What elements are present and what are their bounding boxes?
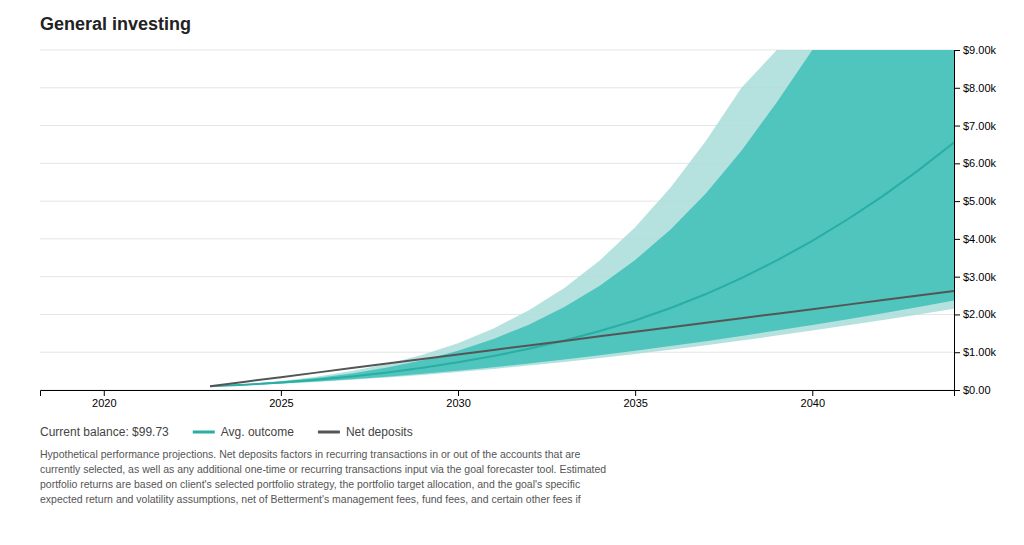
y-tick-label: $7.00k (963, 120, 997, 132)
grid (40, 50, 954, 390)
x-tick-label: 2035 (623, 397, 647, 409)
y-tick-mark (954, 239, 960, 240)
annotation: portfolio returns are based on client's … (40, 478, 580, 490)
y-tick: $9.00k (954, 44, 997, 56)
x-tick-mark (281, 390, 282, 396)
x-tick: 2030 (446, 390, 470, 409)
y-tick-label: $5.00k (963, 195, 997, 207)
y-tick-mark (954, 390, 960, 391)
y-tick-label: $8.00k (963, 82, 997, 94)
y-tick: $0.00 (954, 384, 991, 396)
legend-label: Net deposits (346, 425, 413, 439)
annotation: Current balance: $99.73 (40, 425, 169, 439)
y-tick: $4.00k (954, 233, 997, 245)
y-tick-mark (954, 88, 960, 89)
x-tick: 2035 (623, 390, 647, 409)
line (210, 291, 954, 386)
y-tick-label: $1.00k (963, 346, 997, 358)
y-tick-mark (954, 277, 960, 278)
y-tick-mark (954, 352, 960, 353)
marks (210, 50, 954, 386)
x-axis: 2020 2025 2030 2035 2040 (41, 390, 955, 409)
legend-swatch (193, 431, 215, 434)
y-tick: $6.00k (954, 157, 997, 169)
y-tick-label: $4.00k (963, 233, 997, 245)
footnote: Hypothetical performance projections. Ne… (40, 448, 606, 505)
y-tick: $3.00k (954, 271, 997, 283)
x-tick-label: 2030 (446, 397, 470, 409)
legend-item: Avg. outcome (193, 425, 294, 439)
legend-swatch (318, 431, 340, 434)
legend-label: Avg. outcome (221, 425, 294, 439)
x-tick-mark (635, 390, 636, 396)
annotation: currently selected, as well as any addit… (40, 463, 606, 475)
line (210, 143, 954, 387)
y-tick-mark (954, 126, 960, 127)
y-tick: $1.00k (954, 346, 997, 358)
y-tick: $5.00k (954, 195, 997, 207)
legend-item: Net deposits (318, 425, 413, 439)
x-tick: 2025 (269, 390, 293, 409)
y-tick-mark (954, 314, 960, 315)
x-tick-label: 2040 (801, 397, 825, 409)
y-tick-label: $3.00k (963, 271, 997, 283)
chart: General investing 2020 2025 2030 2035 2040 $0.… (0, 0, 1024, 545)
legend: Current balance: $99.73 Avg. outcome Net d… (40, 425, 413, 439)
x-tick: 2020 (92, 390, 116, 409)
x-tick-mark (458, 390, 459, 396)
annotation: Hypothetical performance projections. Ne… (40, 448, 581, 460)
y-tick: $7.00k (954, 120, 997, 132)
x-tick-mark (104, 390, 105, 396)
title: General investing (40, 14, 191, 34)
y-tick-label: $0.00 (963, 384, 991, 396)
plot: 2020 2025 2030 2035 2040 $0.00 $1.00k $2.00k $3.… (40, 44, 997, 409)
y-tick-mark (954, 201, 960, 202)
y-tick-mark (954, 50, 960, 51)
y-tick-label: $6.00k (963, 157, 997, 169)
band (210, 50, 954, 386)
band (210, 50, 954, 386)
annotation: expected return and volatility assumptio… (40, 493, 581, 505)
x-tick-label: 2025 (269, 397, 293, 409)
x-tick: 2040 (801, 390, 825, 409)
y-tick-label: $2.00k (963, 308, 997, 320)
x-axis-line (41, 391, 955, 397)
y-tick: $2.00k (954, 308, 997, 320)
y-axis: $0.00 $1.00k $2.00k $3.00k $4.00k $5.00k $6.00… (954, 44, 997, 396)
x-tick-label: 2020 (92, 397, 116, 409)
y-axis-line (955, 51, 961, 391)
y-tick: $8.00k (954, 82, 997, 94)
x-tick-mark (812, 390, 813, 396)
y-tick-mark (954, 163, 960, 164)
y-tick-label: $9.00k (963, 44, 997, 56)
